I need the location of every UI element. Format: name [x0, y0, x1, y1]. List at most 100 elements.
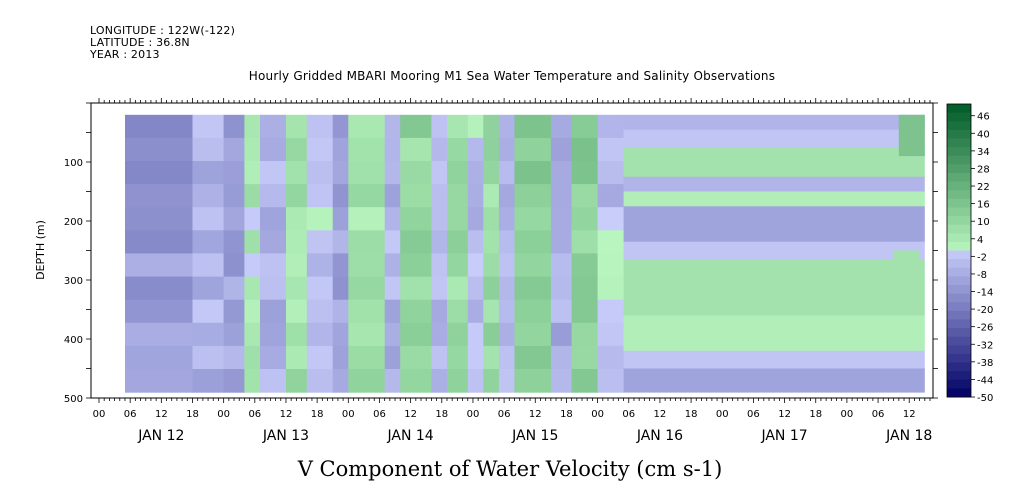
heat-cell	[306, 369, 334, 393]
heat-cell	[244, 253, 261, 278]
x-hour-tick-label: 06	[747, 409, 760, 420]
heat-cell	[597, 161, 625, 185]
heat-cell	[384, 184, 401, 208]
colorbar-swatch	[947, 155, 971, 165]
x-hour-tick-label: 00	[467, 409, 480, 420]
heat-cell	[483, 137, 500, 162]
heat-cell	[483, 276, 500, 301]
heat-layer	[623, 241, 925, 260]
colorbar-swatch	[947, 112, 971, 122]
x-hour-tick-label: 12	[404, 409, 417, 420]
colorbar-label: -50	[977, 393, 993, 404]
heat-cell	[571, 184, 599, 208]
heat-cell	[597, 207, 625, 231]
heat-cell	[467, 230, 484, 254]
colorbar-swatch	[947, 233, 971, 243]
heat-cell	[571, 299, 599, 324]
heat-cell	[348, 184, 386, 208]
heat-cell	[125, 253, 194, 278]
heat-cell	[597, 369, 625, 393]
colorbar-label: -32	[977, 340, 993, 351]
colorbar-swatch	[947, 293, 971, 303]
heat-cell	[223, 207, 245, 231]
heat-layer	[623, 147, 925, 178]
heat-cell	[192, 230, 225, 254]
heat-cell	[483, 253, 500, 278]
heat-cell	[125, 114, 194, 139]
heat-cell	[467, 345, 484, 370]
heat-cell	[467, 207, 484, 231]
heat-cell	[571, 114, 599, 139]
heat-cell	[400, 207, 432, 231]
heat-cell	[550, 114, 573, 139]
heat-cell	[498, 253, 516, 278]
heat-cell	[125, 207, 194, 231]
colorbar-swatch	[947, 129, 971, 139]
heat-cell	[431, 230, 448, 254]
heat-cell	[550, 253, 573, 278]
heat-cell	[467, 184, 484, 208]
heat-cell	[306, 207, 334, 231]
colorbar-swatch	[947, 328, 971, 338]
heat-cell	[223, 161, 245, 185]
heat-cell	[348, 161, 386, 185]
heat-cell	[514, 161, 552, 185]
heat-cell	[223, 345, 245, 370]
heat-late-band	[893, 250, 920, 316]
longitude-label: LONGITUDE : 122W(-122)	[90, 24, 236, 37]
heat-cell	[348, 137, 386, 162]
heat-cell	[447, 369, 469, 393]
x-hour-tick-label: 12	[280, 409, 293, 420]
x-day-label: JAN 16	[636, 428, 683, 444]
heat-cell	[483, 299, 500, 324]
heat-cell	[306, 253, 334, 278]
heat-cell	[332, 369, 349, 393]
heat-cell	[514, 322, 552, 347]
colorbar-frame	[946, 103, 972, 398]
heat-cell	[332, 253, 349, 278]
heat-cell	[306, 161, 334, 185]
colorbar-swatch	[947, 121, 971, 131]
heat-cell	[244, 345, 261, 370]
heat-cell	[223, 230, 245, 254]
heat-cell	[244, 230, 261, 254]
y-axis-ticks: 100 200 300 400 500	[64, 102, 938, 405]
heat-cell	[483, 161, 500, 185]
heat-cell	[286, 184, 308, 208]
heat-cell	[192, 345, 225, 370]
heat-cell	[400, 137, 432, 162]
heat-cell	[260, 276, 287, 301]
heat-cell	[514, 369, 552, 393]
heat-cell	[447, 161, 469, 185]
colorbar-label: 16	[977, 200, 990, 211]
x-hour-tick-label: 12	[654, 409, 667, 420]
heat-cell	[384, 114, 401, 139]
heat-cell	[431, 345, 448, 370]
colorbar-swatch	[947, 104, 971, 114]
heat-cell	[260, 369, 287, 393]
colorbar-swatch	[947, 379, 971, 389]
colorbar-swatch	[947, 259, 971, 269]
heat-cell	[192, 276, 225, 301]
x-hour-tick-label: 00	[716, 409, 729, 420]
colorbar-swatch	[947, 241, 971, 251]
heat-cell	[286, 299, 308, 324]
heat-cell	[223, 276, 245, 301]
colorbar-swatch	[947, 190, 971, 200]
heat-cell	[286, 230, 308, 254]
colorbar-label: -44	[977, 375, 993, 386]
heat-cell	[550, 137, 573, 162]
heat-cell	[498, 207, 516, 231]
colorbar-label: 10	[977, 217, 990, 228]
heat-layer	[623, 206, 925, 243]
heat-cell	[597, 253, 625, 278]
x-axis-ticks: 00 06 12 18 00 06 12 18 00 06 12 18 00 06 12 18 00 06 12 18…	[93, 98, 932, 444]
heat-cell	[431, 137, 448, 162]
heat-cell	[571, 207, 599, 231]
x-hour-tick-label: 06	[498, 409, 511, 420]
heat-cell	[498, 322, 516, 347]
year-label: YEAR : 2013	[90, 48, 160, 61]
y-tick-label: 300	[64, 276, 83, 287]
heat-cell	[571, 276, 599, 301]
